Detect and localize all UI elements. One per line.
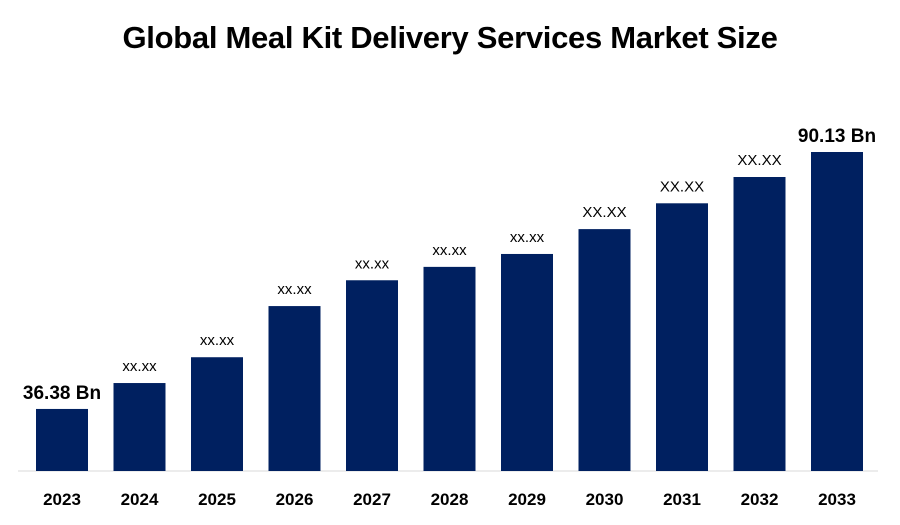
x-tick-2032: 2032 [741, 490, 779, 509]
x-tick-2029: 2029 [508, 490, 546, 509]
x-tick-2027: 2027 [353, 490, 391, 509]
bar-2024 [113, 383, 166, 471]
bar-2025 [191, 357, 243, 471]
x-tick-2026: 2026 [276, 490, 314, 509]
bar-2032 [733, 177, 786, 471]
chart-title: Global Meal Kit Delivery Services Market… [122, 20, 778, 55]
bar-2028 [423, 266, 476, 471]
x-tick-2025: 2025 [198, 490, 236, 509]
data-label-2032: XX.XX [737, 152, 781, 169]
data-label-2029: xx.xx [510, 229, 545, 246]
data-label-2028: xx.xx [432, 242, 467, 259]
data-label-2024: xx.xx [122, 358, 157, 375]
data-label-2033: 90.13 Bn [798, 126, 876, 147]
bar-2026 [268, 306, 321, 471]
data-label-2026: xx.xx [277, 281, 312, 298]
x-tick-2023: 2023 [43, 490, 81, 509]
x-tick-2028: 2028 [431, 490, 469, 509]
data-label-2023: 36.38 Bn [23, 383, 101, 404]
bar-2031 [656, 203, 708, 472]
bar-2030 [578, 229, 631, 471]
data-label-2030: XX.XX [582, 204, 626, 221]
bar-2033 [811, 152, 863, 471]
x-tick-2030: 2030 [586, 490, 624, 509]
bar-2023 [36, 408, 88, 471]
x-tick-2031: 2031 [663, 490, 701, 509]
bar-2029 [501, 253, 553, 471]
x-tick-2033: 2033 [818, 490, 856, 509]
data-label-2025: xx.xx [200, 332, 235, 349]
data-label-2027: xx.xx [355, 255, 390, 272]
x-tick-2024: 2024 [121, 490, 159, 509]
bar-2027 [346, 280, 398, 471]
data-label-2031: XX.XX [660, 178, 704, 195]
